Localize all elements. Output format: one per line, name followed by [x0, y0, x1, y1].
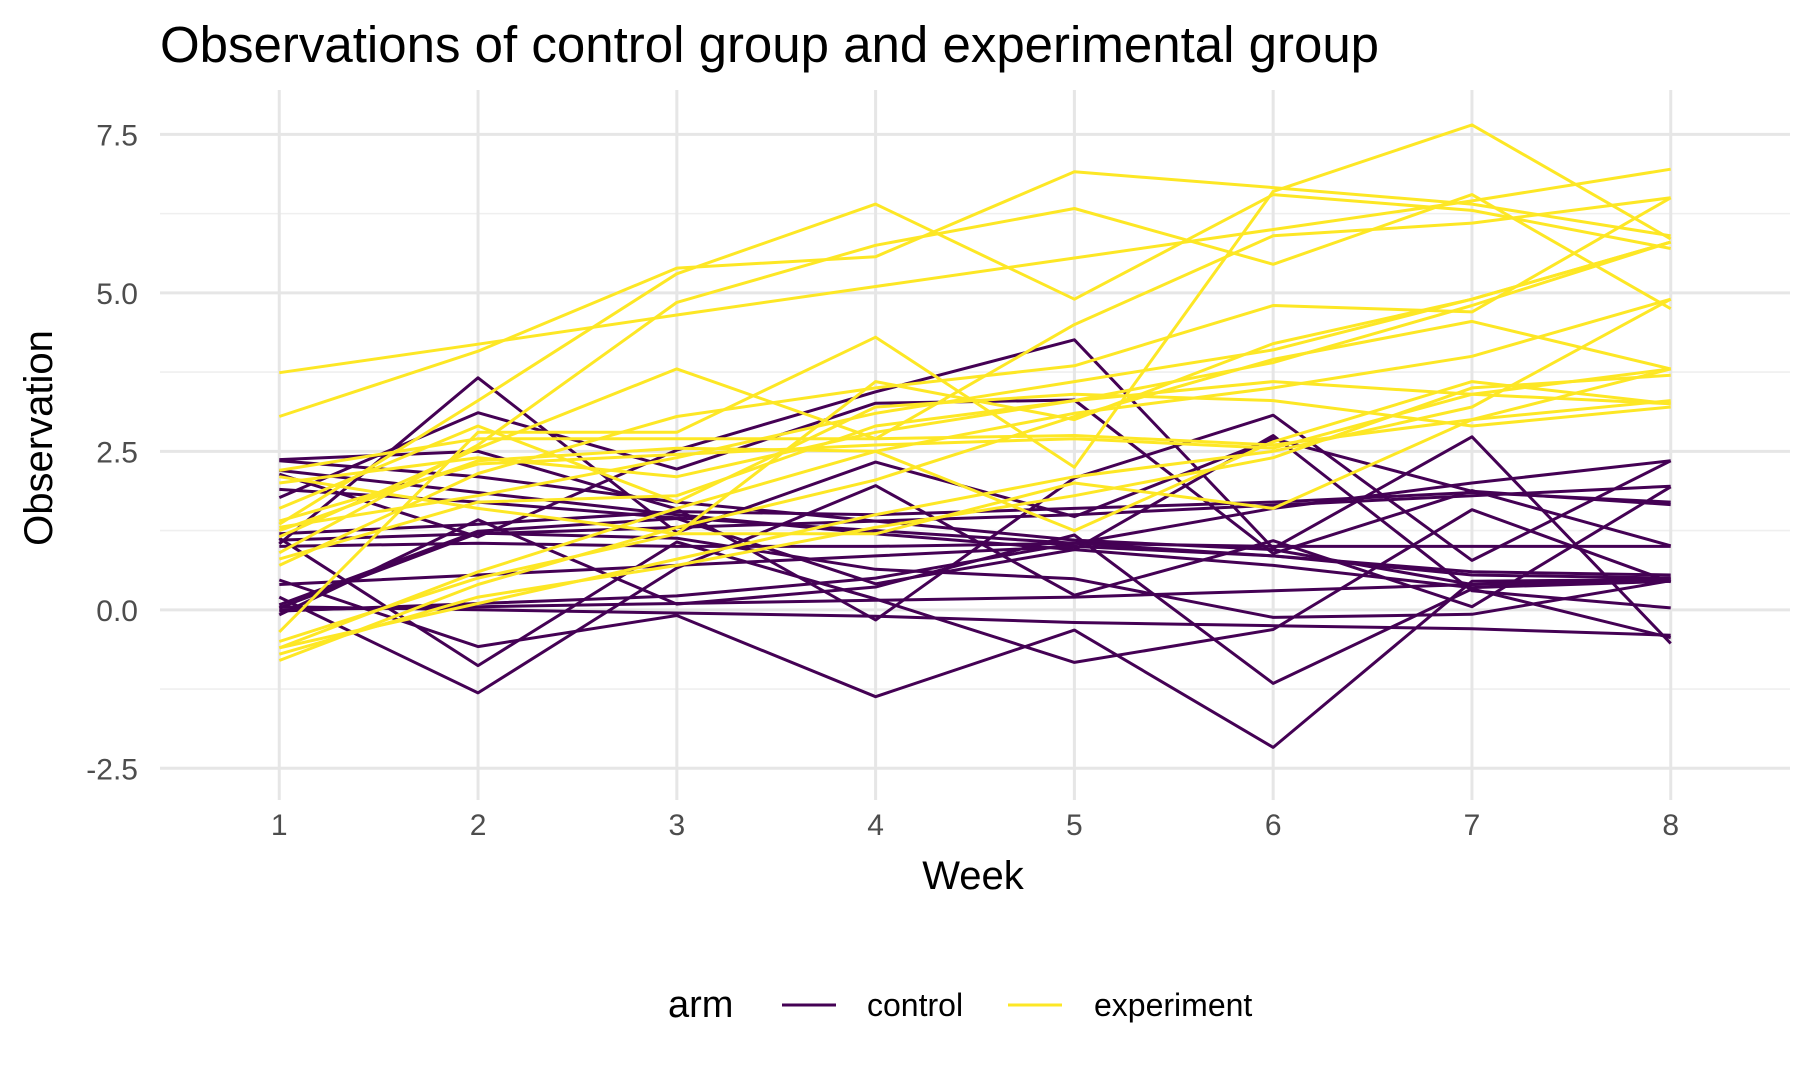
series-line-experiment-25 — [278, 123, 1672, 634]
series-line-control-10 — [279, 459, 1671, 613]
x-axis-title: Week — [922, 854, 1025, 898]
y-tick-label: 5.0 — [96, 278, 138, 311]
series-line-experiment-35 — [278, 373, 1671, 656]
y-tick-label: 0.0 — [96, 595, 138, 628]
y-tick-label: 2.5 — [96, 436, 138, 469]
series-line-control-19 — [279, 491, 1671, 536]
series-line-experiment-21 — [278, 170, 1671, 418]
x-tick-label: 7 — [1464, 809, 1481, 842]
series-line-experiment-23 — [278, 193, 1672, 555]
x-tick-label: 8 — [1662, 809, 1679, 842]
series-line-experiment-20 — [279, 167, 1671, 375]
x-tick-label: 3 — [668, 809, 685, 842]
series-line-control-11 — [279, 468, 1671, 590]
x-tick-label: 5 — [1066, 809, 1083, 842]
y-axis-title: Observation — [17, 330, 61, 546]
x-tick-label: 1 — [271, 809, 288, 842]
series-line-control-13 — [279, 605, 1671, 637]
series-line-control-16 — [279, 487, 1671, 580]
legend-label-control: control — [867, 987, 963, 1023]
x-axis-ticks: 1 2 3 4 5 6 7 8 — [271, 809, 1679, 842]
y-axis-ticks: -2.5 0.0 2.5 5.0 7.5 — [86, 119, 138, 786]
x-tick-label: 2 — [470, 809, 487, 842]
series-line-experiment-33 — [279, 240, 1672, 529]
x-tick-label: 6 — [1265, 809, 1282, 842]
x-tick-label: 4 — [867, 809, 884, 842]
series-line-experiment-36 — [278, 392, 1671, 523]
series-line-experiment-38 — [278, 392, 1671, 510]
series-line-control-14 — [279, 541, 1671, 548]
series-line-experiment-29 — [278, 297, 1672, 650]
series-line-experiment-37 — [279, 240, 1672, 485]
series-line-control-17 — [279, 576, 1671, 612]
series-line-experiment-39 — [278, 297, 1672, 650]
series-line-experiment-30 — [278, 319, 1672, 662]
series-line-control-15 — [279, 544, 1671, 586]
series-line-experiment-26 — [278, 196, 1672, 567]
series-line-control-18 — [279, 459, 1671, 586]
chart-title: Observations of control group and experi… — [160, 16, 1379, 73]
series-line-control-1 — [278, 508, 1672, 668]
y-tick-label: -2.5 — [86, 753, 138, 786]
series-line-control-4 — [278, 577, 1671, 749]
series-line-control-12 — [279, 484, 1671, 542]
series-line-experiment-24 — [278, 196, 1671, 539]
series-line-experiment-34 — [278, 367, 1672, 643]
series-line-control-8 — [278, 434, 1671, 610]
series-line-experiment-31 — [278, 367, 1671, 561]
series-lines — [278, 123, 1672, 749]
legend: arm control experiment — [668, 984, 1252, 1026]
y-tick-label: 7.5 — [96, 119, 138, 152]
legend-label-experiment: experiment — [1094, 987, 1252, 1023]
legend-title: arm — [668, 984, 733, 1026]
